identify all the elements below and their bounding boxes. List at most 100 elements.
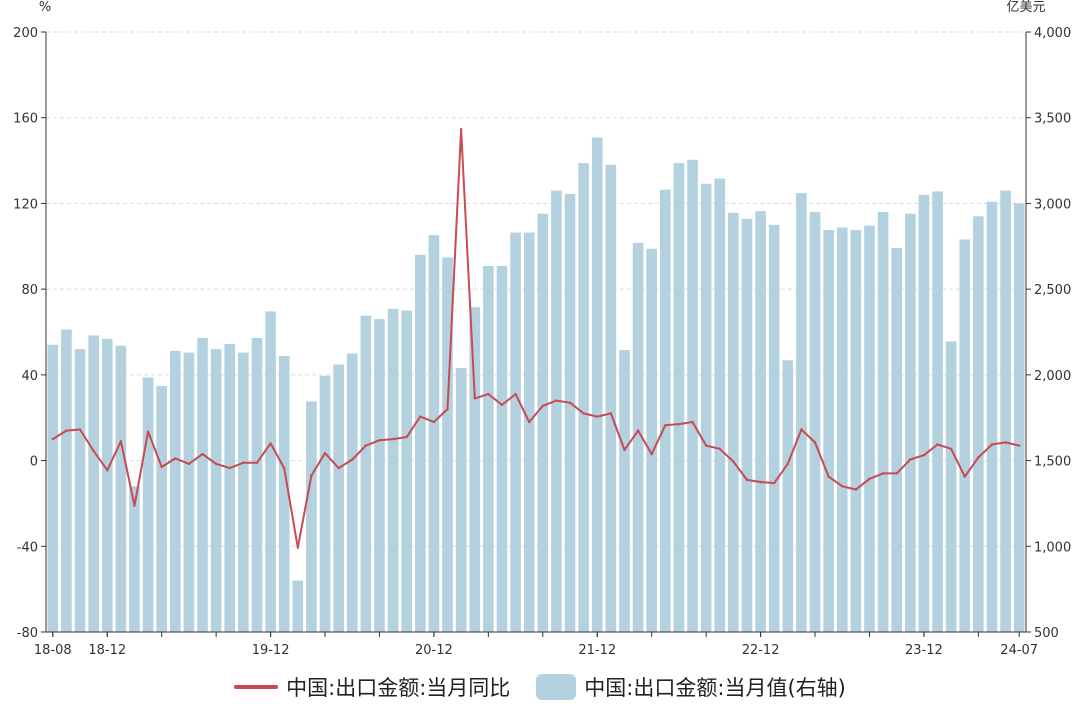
bar-2023-06[interactable] bbox=[836, 227, 848, 632]
yoy-point-2019-11[interactable] bbox=[255, 461, 259, 464]
bar-2019-12[interactable] bbox=[265, 311, 276, 632]
bar-2021-11[interactable] bbox=[578, 163, 589, 632]
bar-2024-05[interactable] bbox=[986, 201, 998, 632]
bar-2023-01[interactable] bbox=[768, 224, 780, 632]
bar-2021-02[interactable] bbox=[455, 368, 467, 632]
yoy-point-2021-02[interactable] bbox=[459, 128, 463, 131]
yoy-point-2022-09[interactable] bbox=[718, 447, 721, 450]
yoy-point-2023-11[interactable] bbox=[909, 458, 912, 461]
yoy-point-2020-11[interactable] bbox=[419, 415, 422, 418]
bar-2019-07[interactable] bbox=[197, 338, 208, 632]
yoy-point-2022-10[interactable] bbox=[732, 460, 735, 463]
bar-2021-06[interactable] bbox=[510, 232, 521, 633]
bar-2019-04[interactable] bbox=[156, 386, 168, 632]
yoy-point-2019-09[interactable] bbox=[228, 466, 231, 470]
yoy-point-2019-05[interactable] bbox=[174, 457, 177, 460]
yoy-point-2022-03[interactable] bbox=[636, 429, 640, 432]
bar-2018-09[interactable] bbox=[61, 329, 72, 632]
yoy-point-2020-10[interactable] bbox=[405, 435, 408, 439]
yoy-point-2020-06[interactable] bbox=[351, 458, 354, 461]
yoy-point-2022-07[interactable] bbox=[691, 420, 694, 424]
yoy-point-2022-08[interactable] bbox=[704, 444, 708, 447]
bar-2023-04[interactable] bbox=[809, 212, 821, 632]
bar-2020-09[interactable] bbox=[387, 308, 399, 632]
bar-2021-09[interactable] bbox=[551, 190, 562, 633]
bar-2021-10[interactable] bbox=[564, 194, 576, 632]
yoy-point-2024-06[interactable] bbox=[1004, 441, 1007, 444]
yoy-point-2021-09[interactable] bbox=[555, 399, 558, 402]
yoy-point-2020-07[interactable] bbox=[364, 444, 368, 447]
yoy-point-2023-01[interactable] bbox=[772, 481, 776, 485]
yoy-point-2021-08[interactable] bbox=[541, 404, 545, 408]
bar-2022-10[interactable] bbox=[728, 212, 739, 632]
bar-2021-05[interactable] bbox=[496, 266, 508, 632]
yoy-point-2023-12[interactable] bbox=[922, 454, 926, 457]
legend-item-value[interactable]: 中国:出口金额:当月值(右轴) bbox=[536, 672, 846, 702]
bar-2023-03[interactable] bbox=[796, 193, 807, 632]
yoy-point-2023-06[interactable] bbox=[841, 485, 844, 488]
bar-2024-03[interactable] bbox=[959, 239, 971, 632]
bar-2022-12[interactable] bbox=[755, 211, 766, 632]
bar-2020-10[interactable] bbox=[401, 310, 413, 632]
yoy-point-2024-07[interactable] bbox=[1017, 444, 1021, 447]
yoy-point-2021-11[interactable] bbox=[582, 412, 585, 415]
yoy-point-2024-01[interactable] bbox=[936, 443, 939, 446]
yoy-point-2019-12[interactable] bbox=[269, 442, 272, 445]
bar-2022-04[interactable] bbox=[646, 248, 658, 632]
bar-2021-07[interactable] bbox=[523, 232, 535, 633]
bar-2020-08[interactable] bbox=[374, 319, 385, 632]
bar-2024-01[interactable] bbox=[932, 191, 943, 632]
bar-2022-11[interactable] bbox=[741, 218, 753, 632]
yoy-point-2019-02[interactable] bbox=[133, 504, 136, 507]
bar-2023-11[interactable] bbox=[904, 213, 916, 632]
bar-2019-08[interactable] bbox=[210, 349, 222, 632]
yoy-point-2018-08[interactable] bbox=[51, 437, 55, 441]
yoy-point-2023-05[interactable] bbox=[827, 475, 830, 478]
yoy-point-2020-04[interactable] bbox=[323, 451, 327, 455]
yoy-point-2018-09[interactable] bbox=[65, 429, 68, 432]
yoy-point-2023-10[interactable] bbox=[895, 472, 898, 475]
yoy-point-2021-05[interactable] bbox=[500, 403, 504, 407]
bar-2020-03[interactable] bbox=[306, 401, 317, 632]
yoy-point-2021-12[interactable] bbox=[596, 415, 599, 418]
yoy-point-2019-06[interactable] bbox=[187, 462, 191, 465]
bar-2022-09[interactable] bbox=[714, 178, 726, 633]
bar-2022-06[interactable] bbox=[673, 163, 685, 632]
bar-2023-08[interactable] bbox=[864, 225, 875, 632]
yoy-point-2022-06[interactable] bbox=[677, 422, 681, 426]
yoy-point-2021-01[interactable] bbox=[446, 407, 449, 411]
bar-2018-08[interactable] bbox=[47, 344, 59, 632]
bar-2021-03[interactable] bbox=[469, 307, 481, 632]
bar-2021-01[interactable] bbox=[442, 257, 453, 632]
bar-2019-11[interactable] bbox=[251, 338, 263, 632]
bar-2022-01[interactable] bbox=[605, 164, 617, 632]
yoy-point-2020-02[interactable] bbox=[296, 546, 300, 549]
yoy-point-2020-01[interactable] bbox=[282, 466, 286, 470]
bar-2019-01[interactable] bbox=[115, 345, 127, 632]
bar-2024-07[interactable] bbox=[1013, 203, 1025, 632]
bar-2019-10[interactable] bbox=[238, 352, 249, 632]
bar-2024-02[interactable] bbox=[945, 341, 957, 632]
yoy-point-2021-04[interactable] bbox=[487, 392, 490, 396]
bar-2020-05[interactable] bbox=[333, 364, 344, 632]
yoy-point-2022-02[interactable] bbox=[623, 448, 626, 452]
bar-2021-04[interactable] bbox=[483, 266, 494, 632]
bar-2022-05[interactable] bbox=[659, 189, 671, 632]
bar-2023-09[interactable] bbox=[877, 212, 889, 632]
yoy-point-2020-12[interactable] bbox=[432, 420, 436, 424]
yoy-point-2020-08[interactable] bbox=[378, 439, 381, 442]
yoy-point-2019-01[interactable] bbox=[119, 440, 123, 443]
yoy-point-2024-03[interactable] bbox=[963, 475, 966, 478]
yoy-point-2019-10[interactable] bbox=[242, 461, 245, 464]
bar-2020-06[interactable] bbox=[346, 353, 358, 632]
yoy-point-2019-04[interactable] bbox=[160, 465, 163, 469]
yoy-point-2023-07[interactable] bbox=[854, 488, 858, 491]
yoy-point-2024-02[interactable] bbox=[949, 447, 953, 450]
bar-2020-07[interactable] bbox=[360, 315, 372, 632]
yoy-point-2019-08[interactable] bbox=[214, 462, 218, 465]
bar-2019-05[interactable] bbox=[169, 350, 181, 632]
yoy-point-2021-03[interactable] bbox=[473, 397, 476, 400]
bar-2023-02[interactable] bbox=[782, 360, 794, 632]
yoy-line[interactable] bbox=[52, 128, 1020, 549]
bar-2018-12[interactable] bbox=[101, 338, 113, 632]
